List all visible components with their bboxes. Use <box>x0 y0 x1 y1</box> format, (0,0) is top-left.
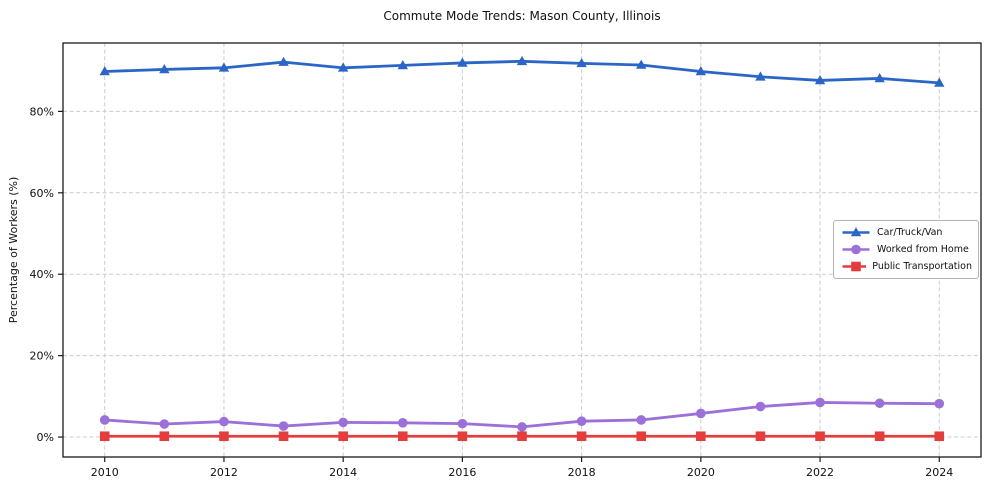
data-point-series-1 <box>696 408 706 419</box>
data-point-series-2 <box>755 431 766 442</box>
x-tick-label: 2020 <box>687 466 715 479</box>
data-point-series-1 <box>159 419 170 429</box>
x-tick-label: 2022 <box>806 466 834 479</box>
data-point-series-2 <box>696 431 706 442</box>
data-point-series-2 <box>278 431 289 442</box>
data-point-series-1 <box>219 416 229 427</box>
x-tick-label: 2024 <box>925 466 953 479</box>
y-tick-label: 80% <box>30 105 54 118</box>
data-point-series-0 <box>636 59 647 69</box>
data-point-series-0 <box>457 57 468 67</box>
data-point-series-0 <box>99 66 110 76</box>
data-point-series-0 <box>874 73 885 83</box>
data-point-series-2 <box>874 431 885 442</box>
y-tick-label: 0% <box>37 431 54 444</box>
data-point-series-1 <box>338 417 348 428</box>
data-point-series-0 <box>814 75 826 85</box>
x-tick-label: 2018 <box>568 466 596 479</box>
data-point-series-0 <box>159 64 170 74</box>
legend-swatch-triangle-icon <box>842 227 870 237</box>
legend-swatch-marker <box>850 227 862 237</box>
data-point-series-0 <box>934 77 945 87</box>
data-point-series-2 <box>457 431 468 442</box>
data-point-series-1 <box>874 398 885 409</box>
data-point-series-0 <box>755 71 766 81</box>
data-point-series-1 <box>636 415 647 425</box>
data-point-series-0 <box>516 55 528 66</box>
data-point-series-2 <box>934 431 945 442</box>
y-tick-label: 60% <box>30 187 54 200</box>
data-point-series-1 <box>815 397 825 408</box>
data-point-series-0 <box>337 62 349 72</box>
data-point-series-0 <box>278 56 289 66</box>
x-tick-label: 2016 <box>448 466 476 479</box>
data-point-series-2 <box>397 431 408 442</box>
data-point-series-2 <box>517 431 527 442</box>
data-point-series-2 <box>159 431 170 442</box>
data-point-series-1 <box>934 398 945 409</box>
data-point-series-1 <box>397 418 408 428</box>
legend-item-public-transportation: Public Transportation <box>841 258 972 275</box>
x-tick-label: 2012 <box>210 466 238 479</box>
data-point-series-0 <box>576 57 587 68</box>
legend-label-car-truck-van: Car/Truck/Van <box>877 227 943 238</box>
data-point-series-1 <box>99 415 110 425</box>
data-point-series-2 <box>815 431 825 442</box>
x-tick-label: 2014 <box>329 466 357 479</box>
legend-swatch-marker <box>851 244 861 255</box>
plot-border <box>62 42 982 458</box>
chart-title: Commute Mode Trends: Mason County, Illin… <box>383 9 661 23</box>
x-tick-label: 2010 <box>91 466 119 479</box>
legend-swatch-circle-icon <box>842 244 870 255</box>
y-tick-label: 20% <box>30 350 54 363</box>
legend-label-public-transportation: Public Transportation <box>872 261 972 272</box>
legend-swatch-square-icon <box>842 261 867 272</box>
y-tick-label: 40% <box>30 268 54 281</box>
legend-swatch-marker <box>851 261 861 272</box>
data-point-series-1 <box>278 421 289 431</box>
data-point-series-2 <box>338 431 348 442</box>
data-point-series-2 <box>636 431 647 442</box>
data-point-series-2 <box>219 431 229 442</box>
legend-label-worked-from-home: Worked from Home <box>877 244 969 255</box>
data-point-series-0 <box>218 62 230 72</box>
data-point-series-1 <box>517 422 527 432</box>
legend: Car/Truck/Van Worked from Home Public Tr… <box>833 220 979 279</box>
data-point-series-1 <box>755 401 766 412</box>
data-point-series-1 <box>457 418 468 429</box>
data-point-series-0 <box>397 59 408 70</box>
data-point-series-1 <box>576 416 587 426</box>
data-point-series-2 <box>576 431 587 442</box>
data-point-series-2 <box>99 431 110 442</box>
legend-item-car-truck-van: Car/Truck/Van <box>841 224 972 241</box>
data-point-series-0 <box>695 66 707 76</box>
legend-item-worked-from-home: Worked from Home <box>841 241 972 258</box>
